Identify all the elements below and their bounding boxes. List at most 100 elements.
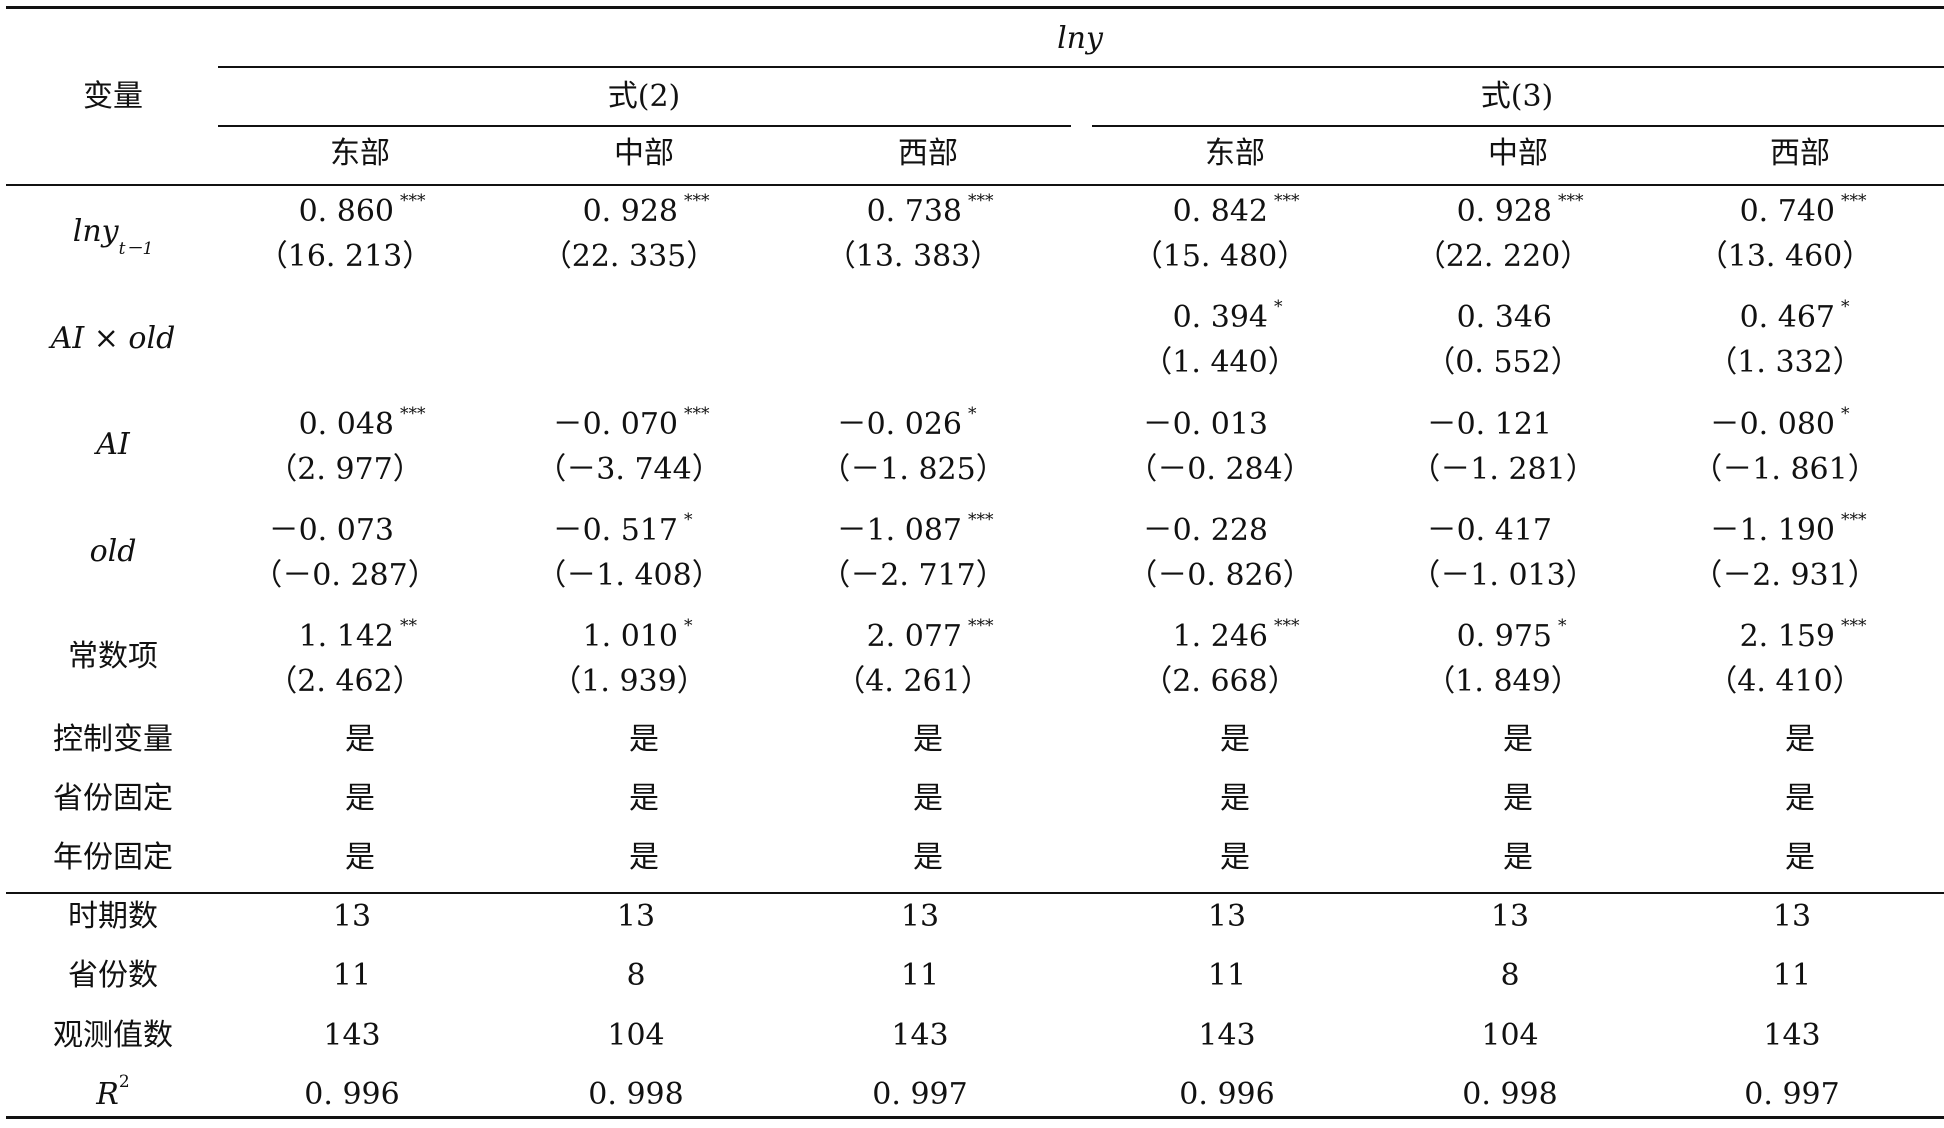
t-statistic-cell: （1. 332）	[1707, 345, 1863, 380]
significance-stars: *	[684, 616, 693, 636]
row-label-observations: 观测值数	[53, 1018, 173, 1053]
t-statistic-cell: （－2. 931）	[1692, 558, 1878, 593]
t-statistic-cell: （2. 977）	[267, 452, 423, 487]
row-label-constant: 常数项	[68, 639, 158, 674]
statistic-cell: 11	[332, 958, 372, 993]
t-statistic-cell: （－0. 284）	[1127, 452, 1313, 487]
t-statistic-cell: （－2. 717）	[820, 558, 1006, 593]
t-statistic-cell: （－1. 013）	[1410, 558, 1596, 593]
t-statistic-cell: （－1. 861）	[1692, 452, 1878, 487]
statistic-cell: 8	[626, 958, 646, 993]
statistic-cell: 104	[1481, 1018, 1539, 1053]
significance-stars: *	[1558, 616, 1567, 636]
region-header-east-eq3: 东部	[1205, 136, 1265, 171]
t-statistic-cell: （－0. 826）	[1127, 558, 1313, 593]
coefficient-cell: －0. 080	[1709, 407, 1835, 442]
row-label-ai-old-interaction: AI × old	[50, 321, 176, 356]
significance-stars: ***	[1274, 191, 1300, 211]
coefficient-cell: 2. 159	[1739, 619, 1835, 654]
significance-stars: *	[1841, 404, 1850, 424]
statistic-cell: 13	[616, 899, 656, 934]
statistic-cell: 11	[900, 958, 940, 993]
coefficient-cell: 1. 246	[1172, 619, 1268, 654]
fixed-effect-cell: 是	[1220, 781, 1250, 816]
significance-stars: ***	[968, 510, 994, 530]
statistic-cell: 0. 998	[1462, 1077, 1558, 1112]
significance-stars: ***	[400, 191, 426, 211]
coefficient-cell: 0. 048	[298, 407, 394, 442]
statistic-cell: 104	[607, 1018, 665, 1053]
t-statistic-cell: （2. 668）	[1142, 664, 1298, 699]
fixed-effect-cell: 是	[913, 781, 943, 816]
row-label-r-squared: R2	[96, 1072, 130, 1112]
significance-stars: *	[684, 510, 693, 530]
t-statistic-cell: （22. 335）	[541, 239, 717, 274]
fixed-effect-cell: 是	[1503, 781, 1533, 816]
coefficient-cell: 2. 077	[866, 619, 962, 654]
statistic-cell: 11	[1772, 958, 1812, 993]
fixed-effect-cell: 是	[629, 781, 659, 816]
statistic-cell: 13	[332, 899, 372, 934]
significance-stars: ***	[1841, 616, 1867, 636]
coefficient-cell: 0. 975	[1456, 619, 1552, 654]
row-label-old: old	[89, 534, 137, 569]
statistic-cell: 143	[1763, 1018, 1821, 1053]
significance-stars: ***	[400, 404, 426, 424]
region-header-west-eq3: 西部	[1770, 136, 1830, 171]
coefficient-cell: －0. 073	[268, 513, 394, 548]
row-label-periods: 时期数	[68, 899, 158, 934]
significance-stars: ***	[684, 404, 710, 424]
t-statistic-cell: （1. 939）	[551, 664, 707, 699]
t-statistic-cell: （4. 261）	[835, 664, 991, 699]
statistic-cell: 0. 997	[1744, 1077, 1840, 1112]
t-statistic-cell: （1. 440）	[1142, 345, 1298, 380]
statistic-cell: 13	[1490, 899, 1530, 934]
statistic-cell: 11	[1207, 958, 1247, 993]
fixed-effect-cell: 是	[913, 840, 943, 875]
coefficient-cell: 0. 740	[1739, 194, 1835, 229]
t-statistic-cell: （－1. 408）	[536, 558, 722, 593]
t-statistic-cell: （1. 849）	[1425, 664, 1581, 699]
significance-stars: ***	[1841, 510, 1867, 530]
significance-stars: **	[400, 616, 417, 636]
coefficient-cell: 0. 842	[1172, 194, 1268, 229]
t-statistic-cell: （－3. 744）	[536, 452, 722, 487]
region-header-west-eq2: 西部	[898, 136, 958, 171]
coefficient-cell: －0. 517	[552, 513, 678, 548]
statistic-cell: 0. 996	[304, 1077, 400, 1112]
region-header-east-eq2: 东部	[330, 136, 390, 171]
t-statistic-cell: （4. 410）	[1707, 664, 1863, 699]
significance-stars: ***	[1274, 616, 1300, 636]
stats-rule	[6, 892, 1944, 894]
coefficient-cell: －0. 228	[1142, 513, 1268, 548]
coefficient-cell: －0. 121	[1426, 407, 1552, 442]
statistic-cell: 8	[1500, 958, 1520, 993]
coefficient-cell: 0. 928	[1456, 194, 1552, 229]
coefficient-cell: 0. 346	[1456, 300, 1552, 335]
t-statistic-cell: （－1. 825）	[820, 452, 1006, 487]
significance-stars: *	[1274, 297, 1283, 317]
t-statistic-cell: （2. 462）	[267, 664, 423, 699]
coefficient-cell: －0. 417	[1426, 513, 1552, 548]
t-statistic-cell: （13. 460）	[1697, 239, 1873, 274]
statistic-cell: 0. 996	[1179, 1077, 1275, 1112]
t-statistic-cell: （－1. 281）	[1410, 452, 1596, 487]
variable-header: 变量	[83, 79, 143, 114]
top-rule	[6, 6, 1944, 9]
coefficient-cell: －0. 026	[836, 407, 962, 442]
t-statistic-cell: （0. 552）	[1425, 345, 1581, 380]
fixed-effect-cell: 是	[629, 840, 659, 875]
fixed-effect-cell: 是	[345, 840, 375, 875]
row-label-controls: 控制变量	[53, 722, 173, 757]
t-statistic-cell: （16. 213）	[257, 239, 433, 274]
group-header-eq3: 式(3)	[1480, 79, 1554, 114]
significance-stars: ***	[1558, 191, 1584, 211]
fixed-effect-cell: 是	[345, 722, 375, 757]
fixed-effect-cell: 是	[1785, 840, 1815, 875]
statistic-cell: 0. 997	[872, 1077, 968, 1112]
t-statistic-cell: （13. 383）	[825, 239, 1001, 274]
fixed-effect-cell: 是	[913, 722, 943, 757]
eq3-underline	[1092, 125, 1944, 127]
coefficient-cell: －1. 087	[836, 513, 962, 548]
dependent-variable-header: lny	[1057, 21, 1103, 56]
